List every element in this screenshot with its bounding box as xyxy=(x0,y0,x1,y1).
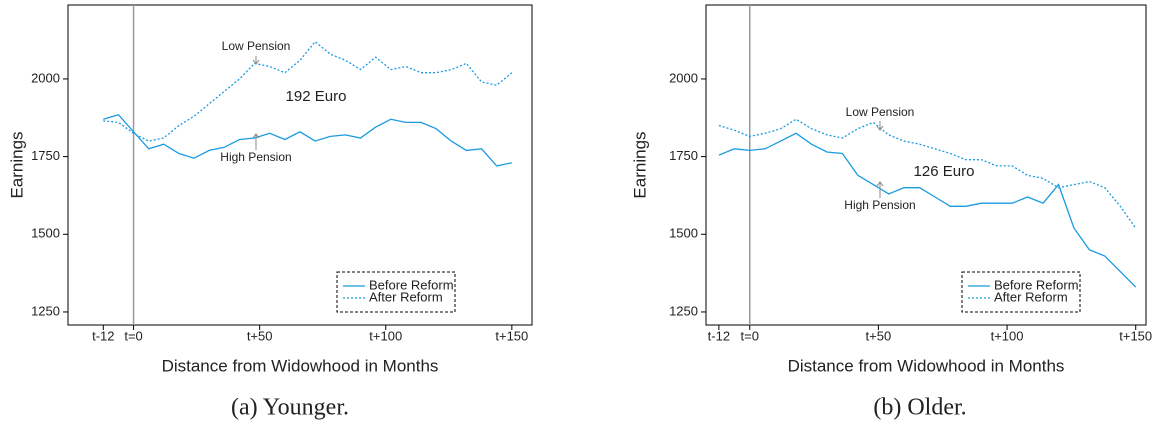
panel: 1250 1500 1750 2000 t-12 t=0 t+50 t+100 t+150 Low… xyxy=(7,4,533,421)
panel: 1250 1500 1750 2000 t-12 t=0 t+50 t+100 t+150 Low… xyxy=(630,4,1152,421)
y-tick-label: 1500 xyxy=(669,226,698,241)
x-tick-label: t+50 xyxy=(247,328,273,343)
x-tick-label: t+150 xyxy=(1119,328,1152,343)
plot-frame xyxy=(67,4,533,326)
annotation: 126 Euro xyxy=(914,163,975,180)
annotation: High Pension xyxy=(220,150,291,164)
x-tick-label: t+50 xyxy=(866,328,892,343)
data-line xyxy=(103,40,513,142)
y-tick-label: 1250 xyxy=(669,303,698,318)
caption: (a) Younger. xyxy=(231,395,349,421)
arrow-head xyxy=(876,125,884,131)
legend-label: After Reform xyxy=(369,289,443,304)
y-tick-label: 1250 xyxy=(31,303,60,318)
legend-label: Before Reform xyxy=(994,277,1079,292)
plot-frame xyxy=(705,4,1147,326)
legend-box xyxy=(336,271,456,313)
y-axis-title: Earnings xyxy=(630,131,649,198)
x-tick-label: t+100 xyxy=(369,328,402,343)
x-tick-label: t=0 xyxy=(741,328,759,343)
y-tick-label: 2000 xyxy=(669,70,698,85)
x-tick-label: t-12 xyxy=(708,328,730,343)
y-tick-label: 1750 xyxy=(669,148,698,163)
y-tick-label: 1500 xyxy=(31,226,60,241)
arrow-head xyxy=(876,181,884,187)
data-line xyxy=(718,118,1137,229)
x-tick-label: t+100 xyxy=(991,328,1024,343)
annotation: 192 Euro xyxy=(286,88,347,105)
y-axis-title: Earnings xyxy=(7,131,26,198)
legend-label: After Reform xyxy=(994,289,1068,304)
annotation: Low Pension xyxy=(846,105,915,119)
annotation: High Pension xyxy=(844,198,915,212)
x-axis-title: Distance from Widowhood in Months xyxy=(162,356,439,375)
legend-label: Before Reform xyxy=(369,277,454,292)
y-tick-label: 1750 xyxy=(31,148,60,163)
x-axis-title: Distance from Widowhood in Months xyxy=(788,356,1065,375)
arrow-head xyxy=(252,133,260,139)
annotation: Low Pension xyxy=(222,39,291,53)
y-tick-label: 2000 xyxy=(31,70,60,85)
x-tick-label: t=0 xyxy=(124,328,142,343)
data-line xyxy=(718,132,1137,288)
x-tick-label: t+150 xyxy=(495,328,528,343)
caption: (b) Older. xyxy=(873,395,966,421)
arrow-head xyxy=(252,59,260,65)
data-line xyxy=(103,113,512,167)
legend-box xyxy=(961,271,1081,313)
x-tick-label: t-12 xyxy=(92,328,114,343)
